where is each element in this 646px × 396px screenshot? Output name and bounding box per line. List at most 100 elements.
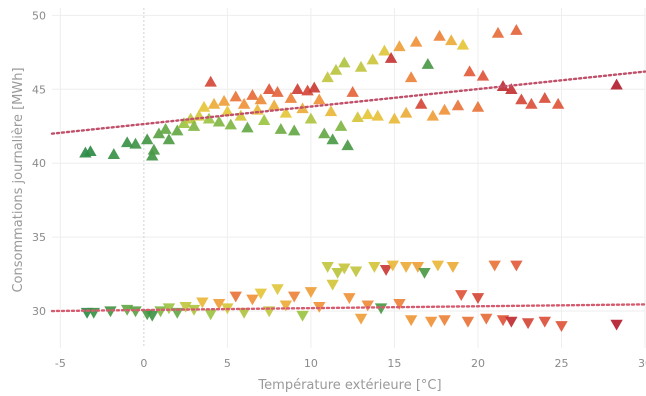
- y-tick-label: 35: [32, 231, 46, 244]
- grid: [52, 8, 646, 348]
- data-point-down: [368, 262, 381, 273]
- data-point-up: [354, 60, 368, 72]
- data-point-up: [384, 52, 398, 63]
- data-point-up: [321, 71, 334, 83]
- data-point-up: [171, 124, 184, 136]
- data-point-down: [455, 290, 468, 301]
- data-point-down: [254, 288, 268, 300]
- x-tick-label: 10: [304, 357, 318, 370]
- data-point-down: [488, 260, 501, 272]
- data-point-down: [204, 309, 217, 321]
- data-point-up: [409, 35, 423, 47]
- y-tick-label: 45: [32, 83, 46, 96]
- data-point-up: [187, 120, 201, 131]
- data-point-up: [445, 34, 458, 46]
- y-axis-title: Consommations journalière [MWh]: [11, 67, 26, 292]
- x-tick-label: -5: [55, 357, 66, 370]
- tick-labels: -5 0 5 10 15 20 25 30 30 35 40 45 50: [32, 9, 646, 370]
- data-point-up: [338, 56, 351, 68]
- data-point-up: [237, 97, 251, 109]
- data-point-down: [104, 306, 117, 318]
- data-point-up: [318, 127, 331, 139]
- data-point-up: [491, 26, 505, 38]
- data-point-up: [129, 137, 142, 149]
- data-point-up: [291, 83, 304, 94]
- trendlines: [50, 70, 646, 313]
- data-point-down: [296, 310, 309, 322]
- data-point-down: [424, 316, 438, 328]
- data-point-up: [378, 44, 391, 56]
- data-point-down: [349, 266, 363, 278]
- x-tick-label: 25: [554, 357, 568, 370]
- data-point-up: [234, 109, 247, 121]
- data-point-down: [279, 300, 293, 312]
- data-point-up: [147, 143, 161, 155]
- data-point-up: [197, 100, 211, 112]
- data-point-up: [426, 109, 440, 121]
- data-point-down: [379, 265, 393, 276]
- data-point-up: [404, 71, 418, 83]
- data-point-up: [515, 93, 528, 105]
- y-tick-label: 50: [32, 9, 46, 22]
- data-points: [79, 23, 623, 333]
- data-point-up: [329, 63, 343, 75]
- data-point-up: [346, 86, 359, 97]
- data-point-down: [288, 291, 301, 303]
- data-point-up: [334, 120, 348, 131]
- data-point-up: [366, 53, 379, 65]
- data-point-down: [555, 321, 568, 333]
- data-point-down: [354, 313, 368, 325]
- data-point-up: [313, 93, 326, 105]
- x-tick-label: 20: [471, 357, 485, 370]
- x-axis-title: Température extérieure [°C]: [257, 378, 441, 393]
- data-point-up: [505, 83, 518, 94]
- data-point-up: [308, 81, 321, 93]
- trendline: [50, 70, 646, 135]
- data-point-up: [120, 136, 134, 148]
- data-point-up: [324, 105, 338, 117]
- data-point-down: [196, 297, 209, 309]
- data-point-up: [388, 112, 401, 124]
- y-tick-label: 30: [32, 305, 46, 318]
- data-point-up: [361, 108, 374, 120]
- data-point-up: [551, 97, 565, 109]
- data-point-down: [510, 260, 523, 272]
- data-point-down: [146, 310, 159, 322]
- data-point-up: [496, 80, 510, 91]
- data-point-down: [386, 260, 399, 272]
- data-point-up: [257, 114, 271, 125]
- data-point-up: [271, 86, 284, 97]
- data-point-up: [433, 29, 446, 41]
- data-point-down: [246, 294, 259, 306]
- data-point-down: [326, 279, 339, 291]
- data-point-up: [610, 78, 623, 90]
- data-point-up: [246, 89, 259, 100]
- data-point-down: [393, 299, 406, 310]
- data-point-down: [438, 315, 451, 327]
- data-point-up: [146, 149, 159, 161]
- data-point-up: [274, 123, 288, 134]
- data-point-up: [217, 94, 231, 106]
- data-point-up: [421, 57, 435, 69]
- data-point-down: [343, 293, 356, 304]
- data-point-up: [351, 111, 364, 123]
- data-point-up: [288, 124, 301, 136]
- data-point-up: [262, 83, 276, 94]
- data-point-up: [510, 23, 523, 35]
- data-point-down: [471, 293, 485, 304]
- data-point-down: [237, 307, 251, 319]
- data-point-up: [207, 97, 221, 109]
- x-tick-label: 15: [387, 357, 401, 370]
- data-point-up: [284, 91, 298, 103]
- data-point-up: [525, 97, 538, 109]
- data-point-up: [456, 38, 470, 50]
- data-point-up: [476, 69, 490, 81]
- data-point-up: [254, 93, 268, 105]
- data-point-down: [610, 319, 623, 331]
- data-point-down: [338, 263, 351, 275]
- data-point-down: [521, 318, 535, 330]
- trendline: [50, 303, 646, 313]
- data-point-up: [371, 109, 384, 121]
